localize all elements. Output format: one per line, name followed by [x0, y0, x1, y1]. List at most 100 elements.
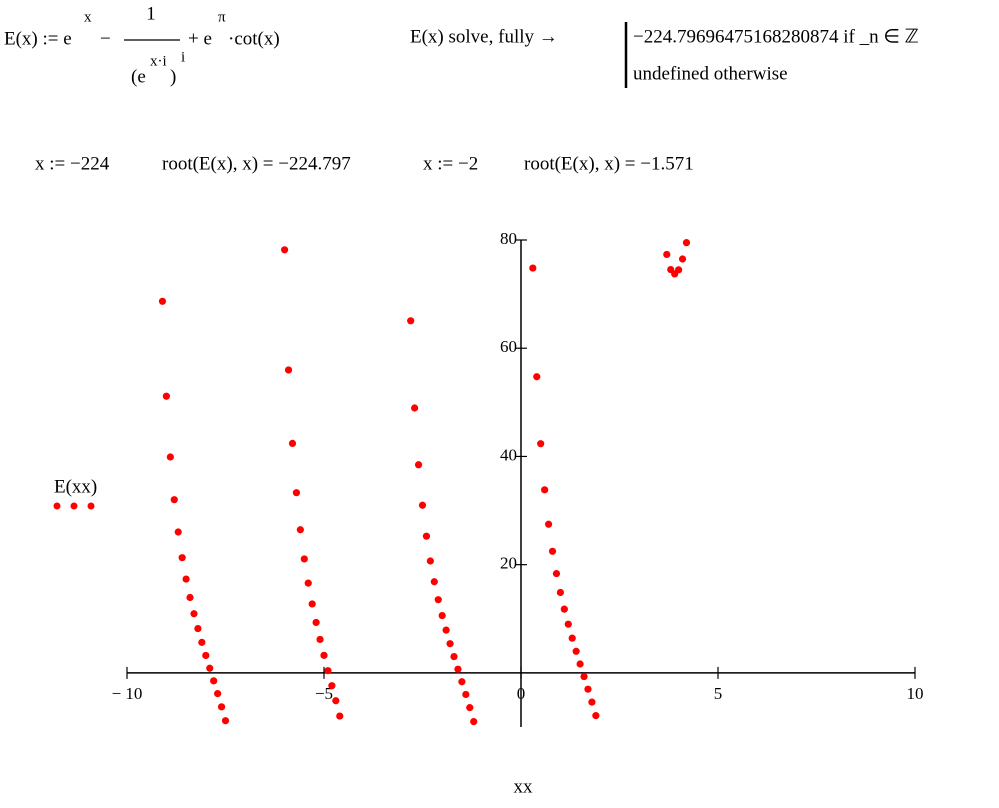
y-tick-label: 20 [500, 554, 517, 573]
data-point [458, 678, 466, 686]
data-point [198, 638, 206, 646]
data-point [533, 373, 541, 381]
solve-case: undefined otherwise [633, 63, 788, 84]
data-point [316, 635, 324, 644]
definition-lhs: E(x) := e [4, 28, 72, 49]
data-point [584, 685, 592, 693]
data-point [162, 392, 170, 400]
data-point [190, 610, 198, 618]
data-point [296, 526, 304, 534]
root-result: root(E(x), x) = −224.797 [162, 153, 351, 174]
data-point [580, 672, 588, 681]
data-point [178, 554, 186, 562]
data-point [450, 653, 458, 661]
data-point [430, 578, 438, 586]
data-point [320, 651, 328, 659]
data-point [675, 266, 683, 274]
data-point [418, 501, 427, 509]
y-tick-label: 60 [500, 337, 517, 356]
data-point [214, 690, 222, 698]
data-point [438, 611, 446, 620]
data-point [312, 618, 320, 627]
data-point [411, 404, 419, 412]
data-point [462, 690, 470, 699]
data-point [588, 698, 596, 706]
data-point [336, 712, 344, 720]
data-point [422, 532, 431, 540]
assignment: x := −2 [423, 153, 478, 174]
data-point [678, 255, 687, 263]
data-point [182, 575, 190, 583]
data-point [592, 712, 600, 720]
data-point [552, 569, 561, 578]
y-tick-label: 80 [500, 229, 517, 248]
x-tick-label: −5 [315, 684, 333, 703]
trace-symbol [87, 502, 95, 510]
x-tick-label: 0 [517, 684, 526, 703]
data-point [328, 682, 336, 690]
solve-command: E(x) solve, fully → [410, 26, 558, 47]
solve-case: −224.79696475168280874 if _n ∈ ℤ [633, 26, 919, 47]
data-point [682, 239, 691, 247]
data-point [281, 246, 289, 254]
data-point [288, 439, 297, 448]
data-point [300, 555, 308, 563]
root-result: root(E(x), x) = −1.571 [524, 153, 694, 174]
fraction-numerator: 1 [146, 3, 156, 24]
trace-symbol [53, 502, 61, 510]
denominator-power: i [181, 49, 185, 65]
data-point [170, 496, 178, 504]
data-point [576, 660, 584, 668]
x-axis-label: xx [514, 776, 534, 797]
y-axis-label: E(xx) [54, 476, 97, 497]
data-point [564, 620, 572, 628]
data-point [426, 557, 434, 565]
data-point [206, 664, 214, 672]
data-point [304, 579, 312, 587]
definition-exponent: π [218, 9, 226, 25]
data-point [442, 626, 450, 634]
data-point [174, 528, 182, 536]
data-point [202, 651, 210, 660]
trace-symbol [70, 502, 78, 510]
data-point [537, 440, 545, 448]
data-point [166, 453, 174, 461]
y-tick-label: 40 [500, 445, 517, 464]
definition-exponent: x [84, 9, 92, 25]
x-tick-label: − 10 [112, 684, 143, 703]
data-point [568, 634, 576, 642]
data-point [446, 640, 454, 648]
definition-plus: + e [188, 28, 212, 49]
data-point [221, 717, 230, 725]
data-point [434, 596, 442, 604]
data-point [332, 697, 340, 705]
data-point [194, 624, 202, 633]
data-point [556, 588, 565, 597]
x-tick-label: 5 [714, 684, 723, 703]
data-point [158, 297, 167, 305]
fraction-denominator: (e [131, 66, 146, 87]
data-point [541, 486, 549, 494]
data-point [466, 704, 474, 712]
data-point [217, 703, 226, 711]
data-point [186, 593, 194, 602]
denominator-close: ) [170, 66, 176, 87]
data-point [210, 677, 218, 685]
definition-tail: ·cot(x) [228, 28, 280, 49]
data-point [560, 605, 568, 613]
data-point [663, 250, 671, 259]
data-point [544, 520, 553, 528]
data-point [470, 717, 478, 726]
data-point [308, 600, 316, 608]
denominator-exponent: x·i [150, 53, 167, 69]
definition-minus: − [100, 28, 111, 49]
data-point [324, 667, 332, 675]
data-point [284, 366, 293, 374]
data-point [548, 547, 557, 555]
data-point [292, 489, 301, 497]
data-point [572, 647, 580, 655]
assignment: x := −224 [35, 153, 110, 174]
x-tick-label: 10 [907, 684, 924, 703]
